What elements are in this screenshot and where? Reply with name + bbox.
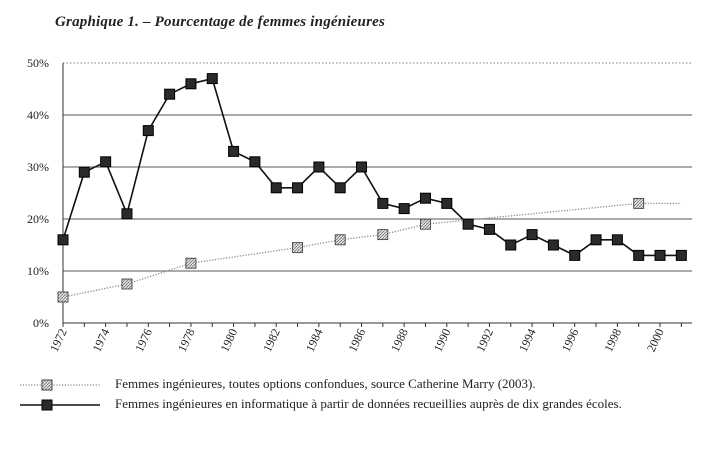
legend-swatch-hatched (20, 379, 100, 391)
point-informatique (78, 166, 90, 178)
x-tick-label: 1984 (303, 326, 326, 354)
point-informatique (57, 234, 69, 246)
point-informatique (377, 197, 389, 209)
legend-swatch-filled (20, 399, 100, 411)
point-all-options (292, 242, 303, 254)
point-informatique (441, 197, 453, 209)
x-tick-label: 1982 (260, 326, 283, 354)
point-informatique (100, 156, 112, 168)
x-tick-label: 1994 (516, 326, 539, 354)
point-informatique (270, 182, 282, 194)
x-tick-label: 1996 (559, 326, 582, 354)
x-tick-label: 1992 (473, 326, 496, 354)
point-informatique (526, 229, 538, 241)
point-informatique (462, 218, 474, 230)
y-tick-label: 50% (27, 56, 49, 70)
legend-label-all-options: Femmes ingénieures, toutes options confo… (115, 376, 536, 391)
legend-marker (41, 399, 53, 411)
chart-title: Graphique 1. – Pourcentage de femmes ing… (55, 14, 386, 30)
point-informatique (313, 161, 325, 173)
legend-item-all-options: Femmes ingénieures, toutes options confo… (20, 376, 705, 394)
point-informatique (121, 208, 133, 220)
y-tick-label: 20% (27, 212, 49, 226)
point-informatique (505, 239, 517, 251)
point-all-options (633, 197, 645, 209)
point-all-options (334, 234, 346, 246)
x-tick-label: 1986 (345, 326, 368, 354)
legend-label-informatique: Femmes ingénieures en informatique à par… (115, 396, 622, 411)
x-tick-label: 1990 (431, 326, 454, 354)
point-informatique (334, 182, 346, 194)
point-informatique (398, 203, 410, 215)
point-informatique (569, 249, 581, 261)
y-tick-label: 30% (27, 160, 49, 174)
x-tick-label: 1980 (217, 326, 240, 354)
legend-item-informatique: Femmes ingénieures en informatique à par… (20, 396, 705, 414)
point-informatique (675, 249, 687, 261)
point-informatique (483, 223, 495, 235)
x-tick-label: 1974 (90, 326, 113, 354)
x-tick-label: 1972 (47, 326, 70, 354)
point-informatique (419, 192, 431, 204)
point-informatique (590, 234, 602, 246)
point-all-options (420, 218, 431, 230)
series-line-all-options (62, 202, 682, 298)
point-informatique (356, 161, 368, 173)
point-informatique (206, 73, 218, 85)
point-all-options (57, 291, 69, 303)
legend-marker (41, 379, 53, 391)
point-all-options (121, 278, 133, 290)
y-tick-label: 10% (27, 264, 49, 278)
point-informatique (547, 239, 559, 251)
point-informatique (654, 249, 666, 261)
point-informatique (164, 88, 176, 100)
point-informatique (249, 156, 261, 168)
point-informatique (228, 145, 240, 157)
point-informatique (185, 78, 197, 90)
point-informatique (292, 182, 304, 194)
x-tick-label: 1998 (601, 326, 624, 354)
y-tick-label: 40% (27, 108, 49, 122)
point-all-options (185, 257, 197, 269)
point-all-options (377, 229, 389, 241)
x-tick-label: 1978 (175, 326, 198, 354)
x-tick-label: 1988 (388, 326, 411, 354)
y-tick-label: 0% (33, 316, 49, 330)
point-informatique (611, 234, 623, 246)
point-informatique (633, 249, 645, 261)
x-tick-label: 2000 (644, 326, 667, 354)
x-tick-label: 1976 (132, 326, 155, 354)
point-informatique (142, 125, 154, 137)
